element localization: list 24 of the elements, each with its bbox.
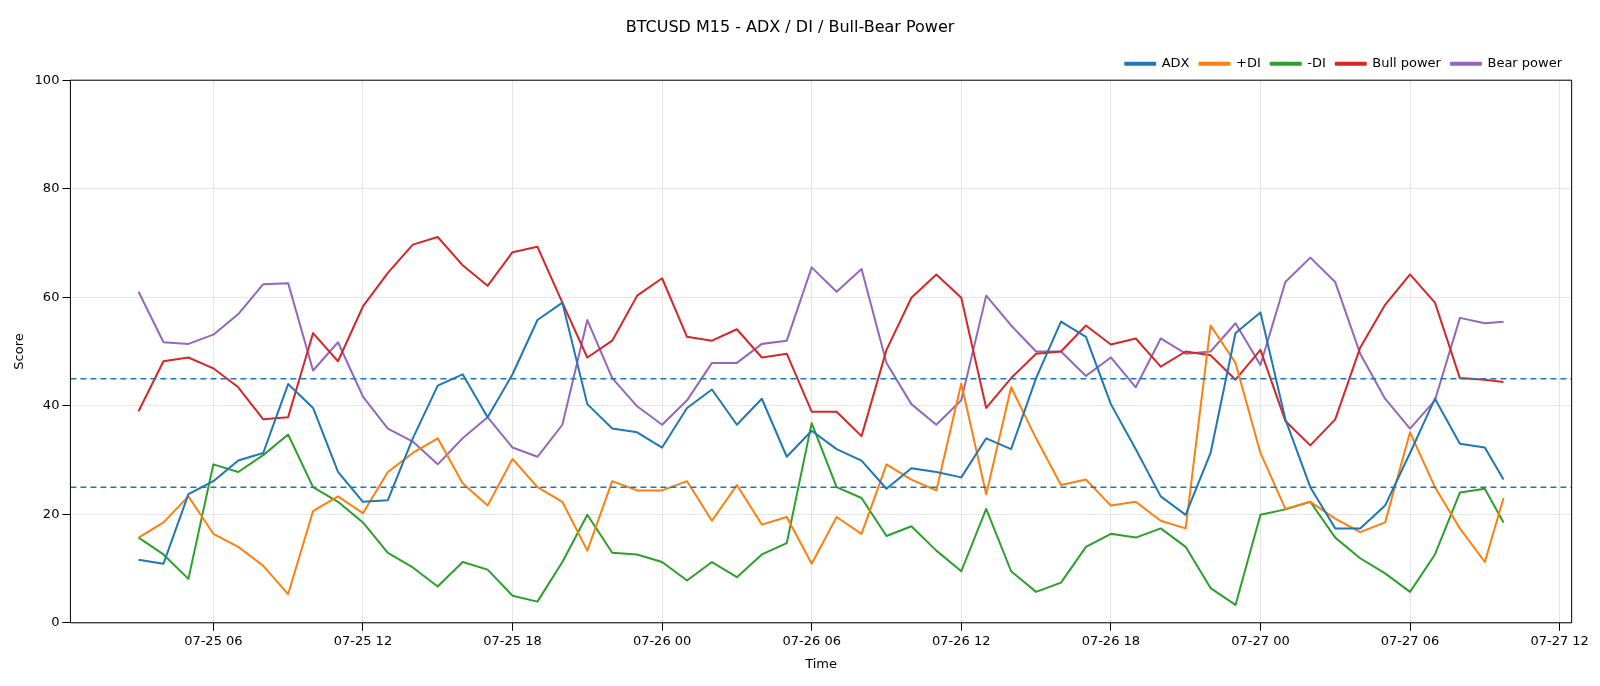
legend-label: -DI	[1307, 55, 1326, 71]
x-tick-label: 07-25 18	[483, 632, 542, 648]
x-tick-label: 07-25 06	[184, 632, 243, 648]
legend-label: Bear power	[1487, 55, 1563, 71]
y-tick-label: 0	[51, 614, 60, 630]
y-axis-title: Score	[11, 333, 27, 370]
y-tick-label: 80	[42, 180, 60, 196]
x-tick-label: 07-26 06	[782, 632, 841, 648]
legend-label: Bull power	[1372, 55, 1442, 71]
x-tick-label: 07-26 12	[932, 632, 991, 648]
y-tick-label: 20	[42, 505, 60, 521]
x-axis-title: Time	[804, 655, 837, 671]
y-tick-label: 40	[42, 397, 60, 413]
x-tick-label: 07-27 00	[1231, 632, 1290, 648]
x-tick-label: 07-26 00	[632, 632, 692, 648]
y-tick-label: 60	[42, 288, 60, 304]
x-tick-label: 07-25 12	[333, 632, 393, 648]
x-tick-label: 07-27 06	[1380, 632, 1440, 648]
x-tick-label: 07-27 12	[1530, 632, 1589, 648]
legend-label: +DI	[1235, 55, 1261, 71]
legend-label: ADX	[1161, 55, 1190, 71]
x-tick-label: 07-26 18	[1081, 632, 1141, 648]
chart-title: BTCUSD M15 - ADX / DI / Bull-Bear Power	[625, 16, 955, 36]
y-tick-label: 100	[34, 71, 60, 87]
